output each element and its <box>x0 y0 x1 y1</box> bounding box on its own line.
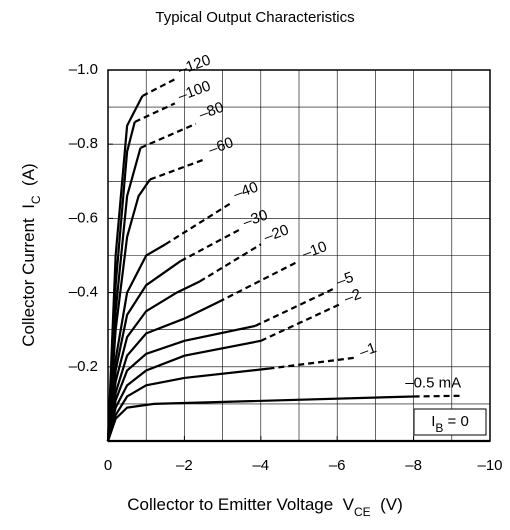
curve-label: –80 <box>197 99 226 124</box>
curve <box>106 178 151 442</box>
label-part: I <box>431 413 435 430</box>
y-tick-label: –0.8 <box>69 135 98 152</box>
curve-label: –2 <box>342 286 363 308</box>
curve-dashed <box>218 260 300 303</box>
curve-dashed <box>180 228 241 263</box>
label-part: = 0 <box>443 413 468 430</box>
curve-dashed <box>254 287 334 327</box>
y-tick-label: –1.0 <box>69 61 98 78</box>
x-tick-label: –2 <box>176 457 193 474</box>
x-axis-label: Collector to Emitter Voltage VCE (V) <box>127 495 403 519</box>
curve-label: –20 <box>262 221 291 246</box>
y-tick-label: –0.4 <box>69 284 98 301</box>
curve-label: –1 <box>357 339 378 361</box>
curve <box>106 300 220 442</box>
label-part: (V) <box>371 495 403 514</box>
curve-label: –10 <box>300 238 329 263</box>
curve-dashed <box>260 302 342 342</box>
curve-dashed <box>134 102 176 123</box>
label-box <box>413 408 487 436</box>
curve <box>106 395 414 442</box>
label-part: (A) <box>19 163 38 195</box>
curve-label: –0.5 mA <box>405 375 461 392</box>
x-tick-label: –10 <box>477 457 502 474</box>
curve <box>106 339 262 442</box>
curve-label: –5 <box>334 269 355 291</box>
curve-dashed <box>413 394 464 398</box>
label-part: C <box>29 195 43 204</box>
label-part: CE <box>354 505 371 519</box>
curve <box>106 324 256 442</box>
label-part: Collector to Emitter Voltage V <box>127 495 354 514</box>
curve-label: –100 <box>176 77 213 104</box>
curve-label: IB = 0 <box>431 413 469 435</box>
curve-label: –40 <box>231 179 260 204</box>
curve-label: –60 <box>206 134 235 159</box>
y-tick-label: –0.6 <box>69 209 98 226</box>
curve <box>106 367 269 442</box>
x-tick-label: 0 <box>104 457 112 474</box>
curve-dashed <box>141 78 176 97</box>
y-tick-label: –0.2 <box>69 358 98 375</box>
curve-dashed <box>149 158 206 181</box>
curve-label: –120 <box>176 51 213 78</box>
curve-dashed <box>268 356 357 370</box>
y-axis-label: Collector Current IC (A) <box>19 163 43 346</box>
chart-title: Typical Output Characteristics <box>155 9 354 26</box>
curve-dashed <box>164 202 231 246</box>
x-tick-label: –8 <box>405 457 422 474</box>
label-part: Collector Current I <box>19 204 38 347</box>
curve <box>106 280 201 442</box>
curve-dashed <box>140 122 197 149</box>
x-tick-label: –6 <box>329 457 346 474</box>
curve-dashed <box>199 243 262 283</box>
label-part: B <box>435 421 443 435</box>
curve-label: –30 <box>241 206 270 231</box>
x-tick-label: –4 <box>252 457 269 474</box>
